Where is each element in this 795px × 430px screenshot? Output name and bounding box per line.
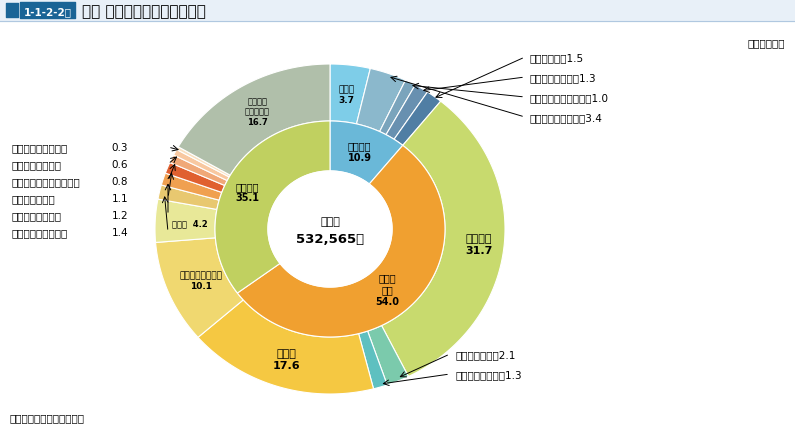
Text: オートバイ盗　2.1: オートバイ盗 2.1 bbox=[455, 349, 515, 359]
Polygon shape bbox=[176, 147, 231, 178]
Text: 1-1-2-2図: 1-1-2-2図 bbox=[24, 7, 72, 17]
Text: 侵入窃盗
10.9: 侵入窃盗 10.9 bbox=[347, 141, 371, 162]
Text: 0.6: 0.6 bbox=[111, 160, 128, 169]
Text: 仮　睡　者　ね　ら　い: 仮 睡 者 ね ら い bbox=[12, 177, 81, 187]
Polygon shape bbox=[394, 93, 440, 146]
Polygon shape bbox=[170, 156, 227, 186]
Polygon shape bbox=[356, 69, 405, 132]
Text: ひ　っ　た　く　り: ひ っ た く り bbox=[12, 143, 68, 153]
Polygon shape bbox=[359, 331, 387, 389]
Text: その他の
非侵入窃盗
16.7: その他の 非侵入窃盗 16.7 bbox=[245, 97, 270, 127]
Text: 0.3: 0.3 bbox=[111, 143, 128, 153]
Text: （令和元年）: （令和元年） bbox=[747, 38, 785, 48]
Polygon shape bbox=[386, 86, 428, 140]
Polygon shape bbox=[178, 65, 330, 176]
Text: 総　数: 総 数 bbox=[320, 216, 340, 227]
Text: 乗り物盗
35.1: 乗り物盗 35.1 bbox=[235, 181, 259, 203]
Text: す　　　　　　り: す り bbox=[12, 160, 62, 169]
Text: 払　　出　　盗: 払 出 盗 bbox=[12, 194, 56, 203]
Text: 車上・部品ねらい
10.1: 車上・部品ねらい 10.1 bbox=[180, 270, 223, 290]
Polygon shape bbox=[155, 200, 217, 243]
Polygon shape bbox=[156, 238, 243, 338]
Text: 1.4: 1.4 bbox=[111, 227, 128, 237]
Text: 0.8: 0.8 bbox=[111, 177, 128, 187]
Text: 非侵入
窃盗
54.0: 非侵入 窃盗 54.0 bbox=[375, 273, 399, 306]
Polygon shape bbox=[198, 300, 374, 394]
Polygon shape bbox=[268, 172, 392, 287]
Polygon shape bbox=[382, 102, 505, 377]
Polygon shape bbox=[330, 122, 403, 184]
Polygon shape bbox=[215, 122, 330, 293]
Polygon shape bbox=[158, 185, 219, 210]
Text: 空き巣
3.7: 空き巣 3.7 bbox=[339, 85, 355, 104]
Polygon shape bbox=[161, 174, 222, 201]
Polygon shape bbox=[367, 326, 409, 385]
Text: 忍　込　み　1.5: 忍 込 み 1.5 bbox=[530, 53, 584, 63]
Text: 色　情　ね　ら　い: 色 情 ね ら い bbox=[12, 227, 68, 237]
Polygon shape bbox=[173, 150, 229, 181]
Text: 事　務　所　荒　し　1.0: 事 務 所 荒 し 1.0 bbox=[530, 93, 609, 103]
Text: 万引き
17.6: 万引き 17.6 bbox=[273, 348, 301, 370]
Polygon shape bbox=[238, 146, 445, 337]
Polygon shape bbox=[165, 163, 225, 193]
Text: 1.1: 1.1 bbox=[111, 194, 128, 203]
Text: 1.2: 1.2 bbox=[111, 211, 128, 221]
Text: 532,565件: 532,565件 bbox=[296, 233, 364, 246]
Text: 窃盗 認知件数の手口別構成比: 窃盗 認知件数の手口別構成比 bbox=[82, 4, 206, 19]
Text: 注　警察庁の統計による。: 注 警察庁の統計による。 bbox=[10, 412, 85, 422]
Text: その他の侵入窃盗　3.4: その他の侵入窃盗 3.4 bbox=[530, 113, 603, 123]
Polygon shape bbox=[380, 81, 415, 135]
Text: 自動販売機ねらい: 自動販売機ねらい bbox=[12, 211, 62, 221]
Text: 出　店　荒　し　1.3: 出 店 荒 し 1.3 bbox=[530, 73, 596, 83]
Text: 自　動　車　盗　1.3: 自 動 車 盗 1.3 bbox=[455, 369, 522, 379]
Text: 自転車盗
31.7: 自転車盗 31.7 bbox=[465, 233, 493, 255]
Text: 置引き  4.2: 置引き 4.2 bbox=[173, 218, 208, 227]
Polygon shape bbox=[330, 65, 370, 125]
